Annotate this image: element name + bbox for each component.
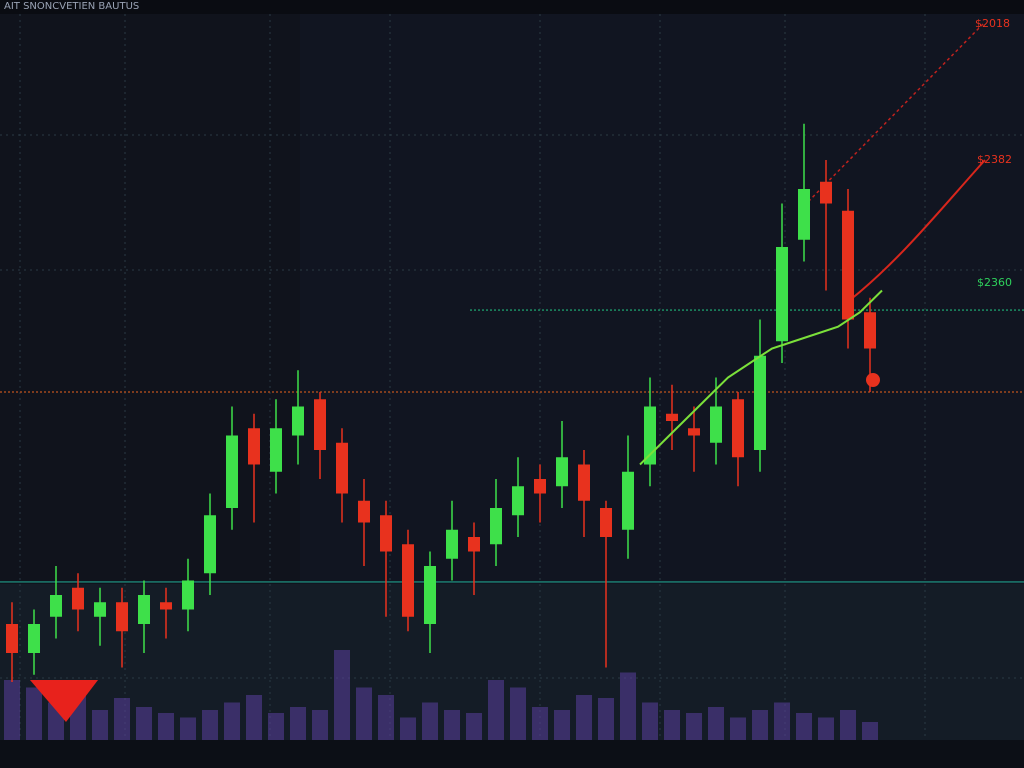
candle-body: [336, 442, 348, 494]
trend-line: [799, 21, 986, 211]
volume-bar: [664, 710, 680, 740]
title-bar: [0, 0, 1024, 14]
volume-bar: [378, 695, 394, 740]
volume-bar: [268, 713, 284, 740]
volume-bar: [26, 687, 42, 740]
candle-body: [424, 566, 436, 624]
candle-body: [94, 602, 106, 617]
candle-body: [380, 515, 392, 552]
candle-body: [732, 399, 744, 458]
volume-bar: [400, 717, 416, 740]
candle-body: [248, 428, 260, 465]
marker: [866, 373, 880, 387]
volume-bar: [356, 687, 372, 740]
candle-body: [820, 181, 832, 204]
candle-body: [182, 580, 194, 610]
volume-bar: [444, 710, 460, 740]
price-label: $2360: [977, 276, 1012, 289]
volume-bar: [686, 713, 702, 740]
volume-bar: [532, 707, 548, 740]
volume-bar: [752, 710, 768, 740]
panel: [300, 14, 1024, 584]
volume-bar: [774, 702, 790, 740]
trend-curve: [849, 159, 986, 301]
candle-body: [534, 479, 546, 494]
volume-bar: [334, 650, 350, 740]
candle-body: [644, 406, 656, 465]
candle-body: [622, 471, 634, 530]
marker: [30, 680, 98, 722]
candle-body: [358, 500, 370, 523]
volume-bar: [598, 698, 614, 740]
volume-bar: [488, 680, 504, 740]
candle-body: [754, 355, 766, 450]
volume-bar: [620, 672, 636, 740]
volume-bar: [554, 710, 570, 740]
volume-bar: [796, 713, 812, 740]
volume-bar: [158, 713, 174, 740]
volume-bar: [818, 717, 834, 740]
candle-body: [710, 406, 722, 443]
volume-bar: [180, 717, 196, 740]
candle-body: [776, 247, 788, 342]
x-axis-bar: [0, 740, 1024, 768]
candle-body: [160, 602, 172, 610]
candle-body: [864, 312, 876, 349]
volume-bar: [4, 680, 20, 740]
chart-title: AIT SNONCVETIEN BAUTUS: [4, 1, 139, 12]
volume-bar: [466, 713, 482, 740]
volume-bar: [510, 687, 526, 740]
candle-body: [270, 428, 282, 472]
candle-body: [578, 464, 590, 501]
candle-body: [666, 413, 678, 421]
candle-body: [50, 595, 62, 617]
candle-body: [28, 624, 40, 653]
volume-bar: [92, 710, 108, 740]
candle-body: [72, 587, 84, 610]
price-label: $2382: [977, 153, 1012, 166]
candle-body: [842, 210, 854, 320]
candle-body: [556, 457, 568, 487]
candle-body: [6, 624, 18, 653]
candle-body: [512, 486, 524, 516]
candle-body: [468, 537, 480, 552]
volume-bar: [114, 698, 130, 740]
price-label: $2018: [975, 17, 1010, 30]
candle-body: [798, 189, 810, 240]
volume-bar: [862, 722, 878, 740]
volume-bar: [202, 710, 218, 740]
volume-bar: [576, 695, 592, 740]
volume-bar: [136, 707, 152, 740]
volume-bar: [312, 710, 328, 740]
candle-body: [490, 508, 502, 545]
volume-bar: [246, 695, 262, 740]
volume-bar: [224, 702, 240, 740]
volume-bar: [840, 710, 856, 740]
candle-body: [292, 406, 304, 436]
candle-body: [600, 508, 612, 537]
candle-body: [402, 544, 414, 617]
volume-bar: [422, 702, 438, 740]
candle-body: [446, 529, 458, 559]
volume-bar: [290, 707, 306, 740]
volume-bar: [708, 707, 724, 740]
candle-body: [226, 435, 238, 508]
candle-body: [116, 602, 128, 632]
candle-body: [314, 399, 326, 450]
candle-body: [138, 595, 150, 624]
volume-bar: [642, 702, 658, 740]
moving-average: [639, 289, 883, 466]
candle-body: [204, 515, 216, 574]
candle-body: [688, 428, 700, 436]
volume-bar: [730, 717, 746, 740]
